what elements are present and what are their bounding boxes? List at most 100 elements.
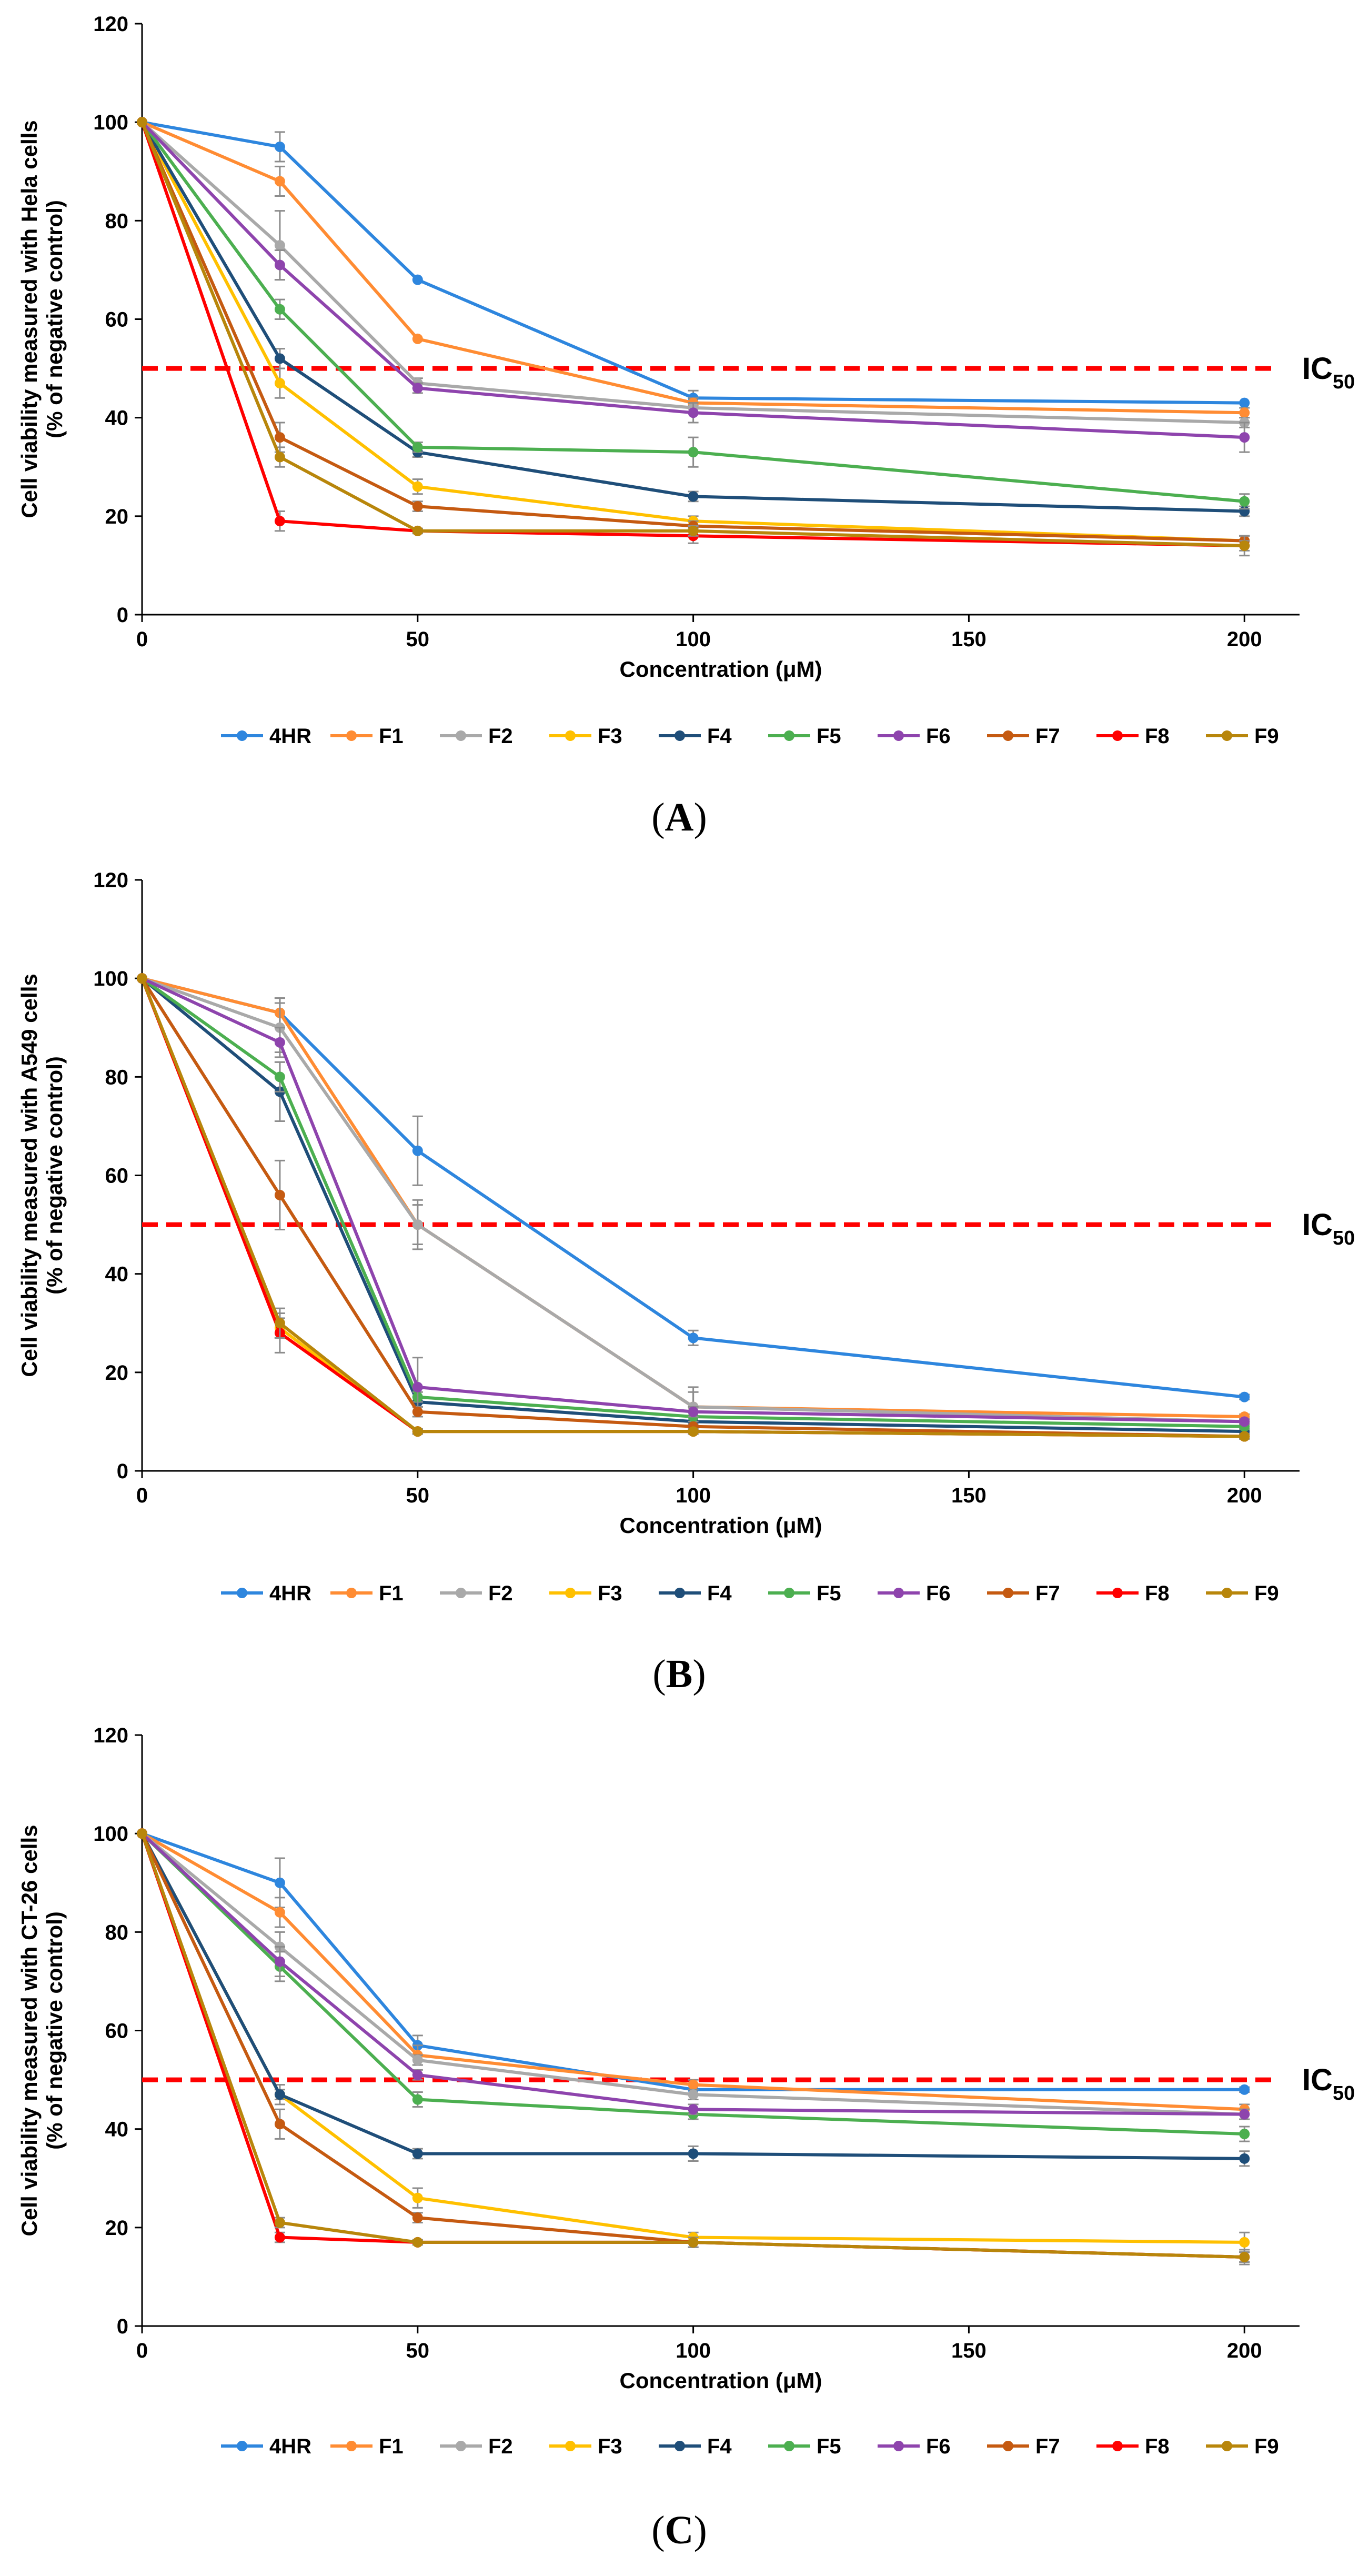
data-point-F6 — [412, 2069, 423, 2080]
y-tick-label: 60 — [105, 1165, 129, 1188]
legend-label: 4HR — [269, 725, 311, 748]
data-point-F9 — [688, 2237, 699, 2248]
y-tick-label: 120 — [93, 1724, 128, 1747]
data-point-F4 — [688, 491, 699, 502]
legend-item-F4: F4 — [659, 2435, 732, 2458]
data-point-F2 — [412, 1219, 423, 1230]
data-point-F7 — [412, 1406, 423, 1417]
series-F6 — [137, 1828, 1250, 2120]
data-point-F7 — [274, 1189, 285, 1200]
legend-swatch-marker — [346, 2441, 357, 2451]
legend-swatch-marker — [893, 1588, 904, 1598]
y-tick-label: 80 — [105, 209, 129, 233]
panel-label: (A) — [651, 795, 707, 839]
legend-label: F9 — [1254, 725, 1279, 748]
data-point-F8 — [274, 516, 285, 527]
y-axis-title-line: Cell viability measured with Hela cells — [17, 120, 42, 518]
data-point-F1 — [274, 1907, 285, 1918]
data-point-F4 — [1239, 2153, 1250, 2164]
legend-item-4HR: 4HR — [221, 1582, 311, 1605]
x-axis-title: Concentration (μM) — [620, 657, 822, 681]
data-point-4HR — [412, 274, 423, 285]
x-axis-title: Concentration (μM) — [620, 1513, 822, 1538]
panel-label-open: ( — [651, 795, 665, 839]
data-point-F6 — [412, 1381, 423, 1392]
legend-label: 4HR — [269, 1582, 311, 1605]
data-point-4HR — [412, 1145, 423, 1156]
data-point-F6 — [688, 2104, 699, 2115]
data-point-F7 — [412, 2212, 423, 2223]
legend-swatch-marker — [893, 730, 904, 741]
data-point-F9 — [412, 1426, 423, 1437]
x-tick-label: 100 — [676, 1484, 711, 1507]
data-point-F9 — [412, 525, 423, 536]
y-tick-label: 80 — [105, 1921, 129, 1944]
legend-item-F2: F2 — [440, 2435, 513, 2458]
legend-item-F1: F1 — [330, 725, 404, 748]
data-point-F9 — [1239, 540, 1250, 551]
y-tick-label: 100 — [93, 967, 128, 990]
legend-item-F9: F9 — [1206, 1582, 1279, 1605]
data-point-F2 — [412, 2054, 423, 2066]
legend: 4HR F1 F2 F3 F4 F5 F6 F7 F8 F9 — [221, 725, 1279, 748]
legend-swatch-marker — [1112, 730, 1123, 741]
legend-item-F6: F6 — [878, 1582, 951, 1605]
legend-label: F6 — [926, 725, 951, 748]
legend-label: F4 — [707, 725, 732, 748]
legend-swatch-marker — [893, 2441, 904, 2451]
data-point-F7 — [274, 432, 285, 443]
data-point-F3 — [412, 2192, 423, 2203]
legend-label: F4 — [707, 2435, 732, 2458]
x-axis-title: Concentration (μM) — [620, 2368, 822, 2393]
legend-swatch-marker — [1112, 2441, 1123, 2451]
legend-swatch-marker — [346, 730, 357, 741]
data-point-F6 — [274, 1956, 285, 1967]
legend-swatch-marker — [675, 730, 685, 741]
x-tick-label: 0 — [136, 2339, 148, 2362]
ic50-label-subscript: 50 — [1333, 2082, 1355, 2104]
ic50-label-subscript: 50 — [1333, 371, 1355, 393]
y-tick-label: 120 — [93, 13, 128, 36]
legend-item-4HR: 4HR — [221, 2435, 311, 2458]
legend-swatch-marker — [784, 2441, 794, 2451]
y-axis-title: Cell viability measured with A549 cells(… — [17, 974, 67, 1377]
legend-label: F7 — [1035, 725, 1060, 748]
data-point-F9 — [137, 117, 147, 128]
x-tick-label: 150 — [951, 1484, 986, 1507]
x-tick-label: 0 — [136, 1484, 148, 1507]
legend-label: F6 — [926, 2435, 951, 2458]
data-point-F6 — [1239, 432, 1250, 443]
data-point-F5 — [1239, 496, 1250, 507]
legend-item-F9: F9 — [1206, 2435, 1279, 2458]
legend-item-F8: F8 — [1096, 1582, 1170, 1605]
legend-label: F5 — [817, 1582, 841, 1605]
chart-panel-B: 0 20 40 60 80 100 120 0 50 100 150 200 Concentration… — [17, 869, 1355, 1696]
panel-label-letter: B — [666, 1652, 693, 1696]
legend-label: F3 — [598, 725, 622, 748]
legend-item-F1: F1 — [330, 1582, 404, 1605]
data-point-F4 — [688, 2148, 699, 2159]
legend-label: F2 — [488, 2435, 513, 2458]
data-point-F4 — [412, 2148, 423, 2159]
x-tick-label: 0 — [136, 628, 148, 651]
data-point-F9 — [1239, 1431, 1250, 1442]
y-tick-label: 60 — [105, 308, 129, 332]
legend-label: F3 — [598, 1582, 622, 1605]
y-tick-label: 100 — [93, 111, 128, 134]
legend-swatch-marker — [565, 2441, 576, 2451]
legend-swatch-marker — [784, 730, 794, 741]
x-tick-label: 200 — [1227, 628, 1262, 651]
data-point-F2 — [688, 2089, 699, 2100]
legend-label: F7 — [1035, 2435, 1060, 2458]
data-point-F6 — [1239, 2109, 1250, 2120]
y-axis-title-line: (% of negative control) — [42, 1911, 67, 2150]
x-tick-label: 50 — [406, 1484, 430, 1507]
y-tick-label: 80 — [105, 1066, 129, 1089]
legend-item-F5: F5 — [768, 725, 841, 748]
legend-swatch-marker — [456, 1588, 466, 1598]
legend-label: F2 — [488, 1582, 513, 1605]
data-point-F5 — [688, 447, 699, 458]
data-point-F9 — [137, 973, 147, 984]
legend-label: 4HR — [269, 2435, 311, 2458]
legend-swatch-marker — [456, 2441, 466, 2451]
